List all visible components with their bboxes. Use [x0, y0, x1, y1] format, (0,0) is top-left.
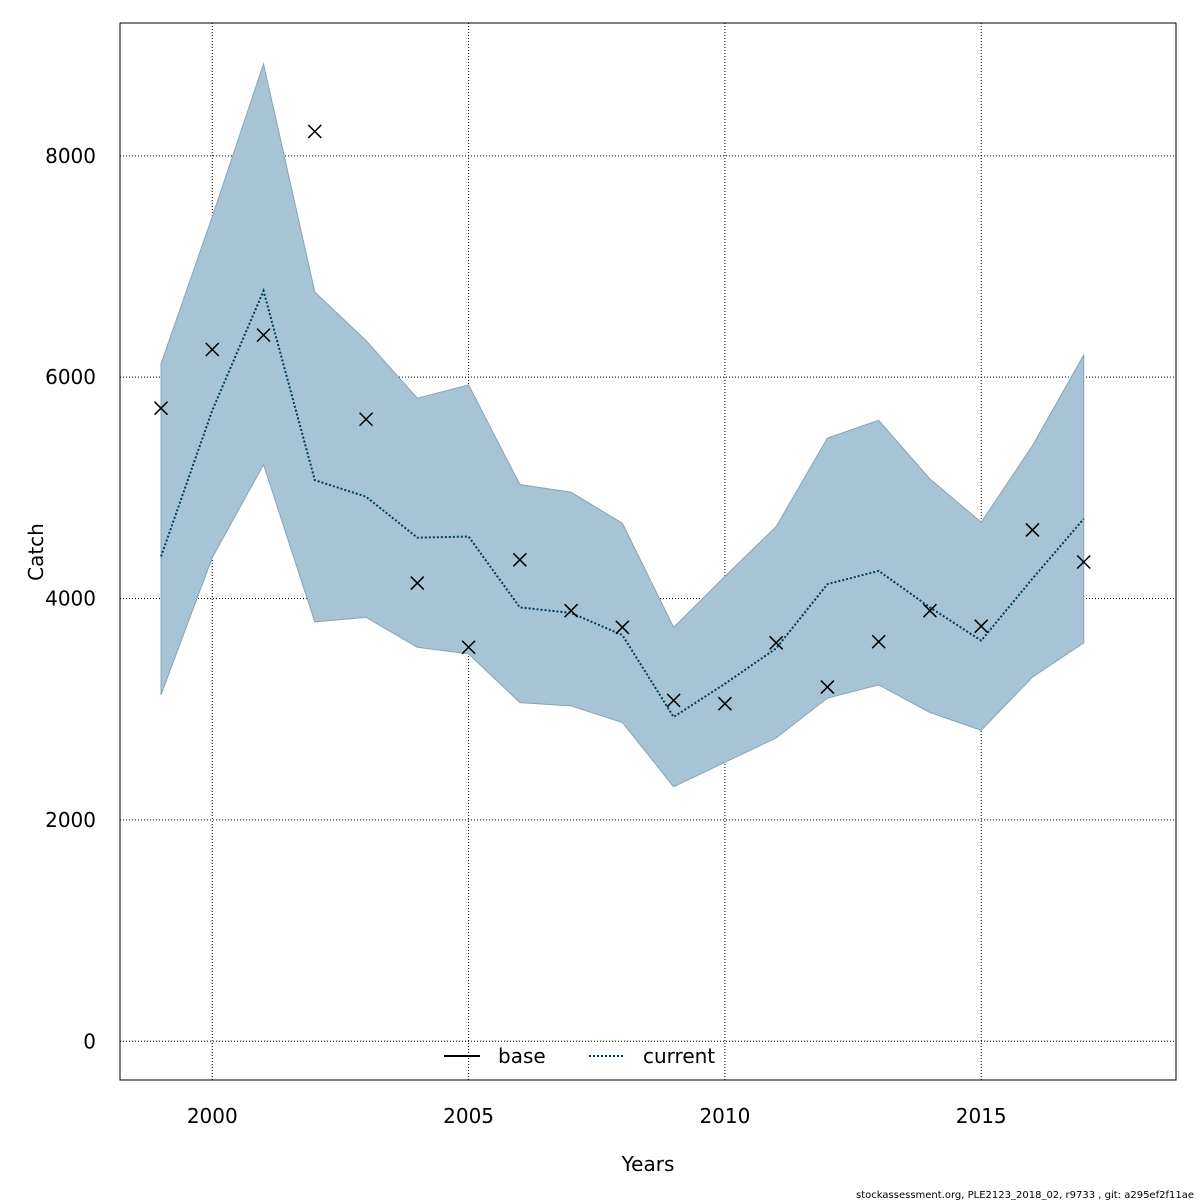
- observation-marker: [615, 620, 630, 635]
- observation-marker: [205, 342, 220, 357]
- marker-stroke: [153, 401, 169, 416]
- legend-label-base: base: [498, 1044, 546, 1068]
- observation-marker: [564, 603, 579, 618]
- plot-frame: [119, 22, 1177, 1081]
- legend-label-current: current: [643, 1044, 715, 1068]
- confidence-band-layer: [160, 62, 1085, 788]
- legend: base current: [444, 1044, 715, 1068]
- marker-stroke: [871, 634, 886, 649]
- observation-layer: [153, 124, 1091, 711]
- x-tick-label: 2005: [443, 1104, 494, 1128]
- marker-stroke: [974, 619, 989, 634]
- confidence-band: [160, 62, 1085, 788]
- observation-marker: [410, 576, 425, 591]
- marker-stroke: [717, 696, 732, 711]
- x-tick-label: 2000: [187, 1104, 238, 1128]
- observation-marker: [512, 552, 527, 567]
- observation-marker: [256, 328, 271, 343]
- x-axis-title: Years: [621, 1152, 675, 1176]
- y-tick-label: 0: [83, 1029, 96, 1053]
- y-tick-label: 6000: [45, 365, 96, 389]
- y-tick-label: 8000: [45, 144, 96, 168]
- series-line-layer: [160, 287, 1085, 719]
- marker-stroke: [1076, 554, 1091, 570]
- x-tick-label: 2010: [699, 1104, 750, 1128]
- marker-stroke: [922, 603, 937, 618]
- observation-marker: [769, 635, 784, 650]
- marker-stroke: [1025, 522, 1040, 537]
- observation-marker: [820, 680, 835, 695]
- y-tick-label: 2000: [45, 808, 96, 832]
- marker-stroke: [461, 640, 476, 655]
- marker-stroke: [256, 328, 271, 343]
- marker-stroke: [666, 693, 681, 708]
- observation-marker: [922, 603, 937, 618]
- axis-layer: 2000 2005 2010 2015 0 2000 4000 6000 8000: [45, 22, 1177, 1128]
- y-tick-label: 4000: [45, 587, 96, 611]
- y-axis-title: Catch: [24, 523, 48, 581]
- marker-stroke: [205, 342, 220, 357]
- observation-marker: [1025, 522, 1040, 537]
- observation-marker: [153, 401, 169, 416]
- series-line-current: [160, 287, 1085, 719]
- observation-marker: [1076, 554, 1091, 570]
- marker-stroke: [512, 552, 527, 567]
- observation-marker: [461, 640, 476, 655]
- marker-stroke: [564, 603, 579, 618]
- marker-stroke: [410, 576, 425, 591]
- observation-marker: [307, 124, 322, 139]
- x-tick-label: 2015: [956, 1104, 1007, 1128]
- observation-marker: [359, 412, 374, 427]
- marker-stroke: [769, 635, 784, 650]
- observation-marker: [974, 619, 989, 634]
- marker-stroke: [615, 620, 630, 635]
- marker-stroke: [359, 412, 374, 427]
- marker-stroke: [307, 124, 322, 139]
- observation-marker: [717, 696, 732, 711]
- marker-stroke: [820, 680, 835, 695]
- observation-marker: [666, 693, 681, 708]
- footer-note: stockassessment.org, PLE2123_2018_02, r9…: [856, 1190, 1194, 1200]
- observation-marker: [871, 634, 886, 649]
